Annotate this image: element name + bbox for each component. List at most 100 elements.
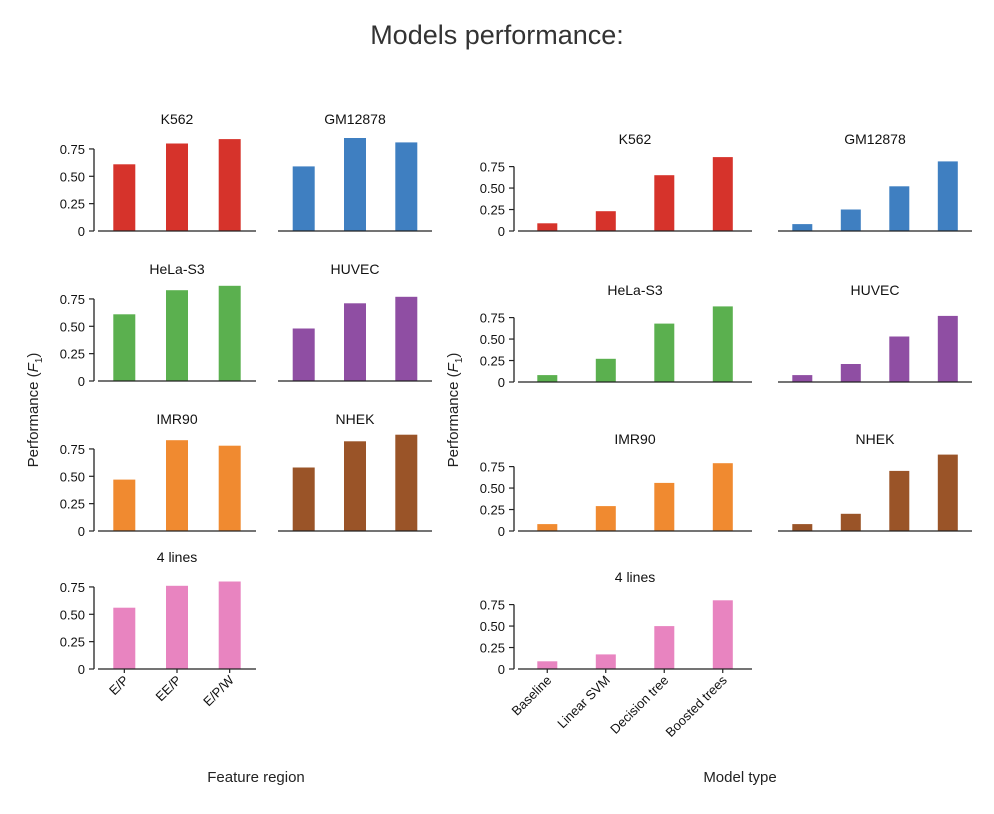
right-xlabel: Model type [703, 769, 776, 786]
ytick-label-right-hela-s3-1: 0.25 [480, 354, 505, 369]
xtick-label-left-4-lines-ee-p: EE/P [153, 673, 185, 705]
panels-group: K562 0 0.25 0.50 0.75 GM12878 HeLa-S3 0 0.25 0.50… [60, 111, 972, 740]
panel-right-4-lines: 4 lines 0 0.25 0.50 0.75 Baseline Linear SVMDe… [480, 569, 752, 740]
bar-right-hela-s3-decision-tree [654, 323, 675, 382]
panel-title-left-imr90: IMR90 [156, 411, 197, 427]
panel-title-right-gm12878: GM12878 [844, 131, 906, 147]
bar-right-hela-s3-linear-svm [595, 358, 616, 382]
bar-right-gm12878-decision-tree [889, 186, 910, 231]
bar-left-gm12878-ee-p [344, 138, 366, 231]
bar-right-gm12878-linear-svm [840, 209, 861, 231]
panel-left-imr90: IMR90 0 0.25 0.50 0.75 [60, 411, 256, 539]
bar-left-huvec-e-p-w [395, 296, 418, 381]
ytick-label-left-imr90-0: 0 [78, 524, 85, 539]
ytick-label-left-imr90-2: 0.50 [60, 469, 85, 484]
right-ylabel-sub: 1 [454, 357, 465, 363]
bar-right-hela-s3-baseline [537, 375, 558, 382]
bar-right-huvec-linear-svm [840, 364, 861, 382]
ytick-label-right-k562-2: 0.50 [480, 181, 505, 196]
ytick-label-right-hela-s3-0: 0 [498, 375, 505, 390]
bar-right-k562-boosted-trees [712, 157, 733, 231]
bar-left-imr90-e-p [113, 479, 136, 531]
ytick-label-left-4-lines-2: 0.50 [60, 607, 85, 622]
panel-title-right-huvec: HUVEC [850, 282, 899, 298]
ytick-label-left-k562-1: 0.25 [60, 197, 85, 212]
panel-right-k562: K562 0 0.25 0.50 0.75 [480, 131, 752, 239]
ytick-label-left-k562-3: 0.75 [60, 142, 85, 157]
bar-right-k562-linear-svm [595, 211, 616, 231]
panel-right-huvec: HUVEC [778, 282, 972, 383]
panel-right-gm12878: GM12878 [778, 131, 972, 232]
ytick-label-left-hela-s3-0: 0 [78, 374, 85, 389]
panel-title-right-4-lines: 4 lines [615, 569, 655, 585]
ytick-label-right-k562-0: 0 [498, 224, 505, 239]
bar-left-imr90-ee-p [166, 440, 188, 531]
bar-left-4-lines-e-p [113, 607, 136, 669]
bar-right-nhek-decision-tree [889, 470, 910, 531]
bar-right-imr90-decision-tree [654, 482, 675, 531]
panel-left-gm12878: GM12878 [278, 111, 432, 232]
bar-left-hela-s3-ee-p [166, 290, 188, 381]
bar-left-huvec-e-p [292, 328, 315, 381]
ytick-label-left-4-lines-1: 0.25 [60, 635, 85, 650]
panel-left-4-lines: 4 lines 0 0.25 0.50 0.75 E/P EE/P E/P/W [60, 549, 256, 709]
bar-left-gm12878-e-p [292, 166, 315, 231]
bar-right-4-lines-decision-tree [654, 626, 675, 669]
bar-right-huvec-decision-tree [889, 336, 910, 382]
bar-right-nhek-boosted-trees [937, 454, 958, 531]
page-title: Models performance: [370, 20, 624, 50]
ytick-label-left-imr90-3: 0.75 [60, 442, 85, 457]
ytick-label-left-k562-0: 0 [78, 224, 85, 239]
left-xlabel: Feature region [207, 769, 305, 786]
bar-right-k562-decision-tree [654, 175, 675, 231]
xtick-label-right-4-lines-boosted-trees: Boosted trees [663, 672, 731, 740]
bar-right-imr90-boosted-trees [712, 463, 733, 531]
bar-left-imr90-e-p-w [218, 445, 241, 531]
bar-left-huvec-ee-p [344, 303, 366, 381]
panel-title-right-imr90: IMR90 [614, 431, 655, 447]
bar-right-4-lines-baseline [537, 661, 558, 669]
bar-left-4-lines-e-p-w [218, 581, 241, 669]
ytick-label-left-hela-s3-3: 0.75 [60, 292, 85, 307]
bar-left-hela-s3-e-p [113, 314, 136, 381]
left-ylabel-sub: 1 [34, 357, 45, 363]
bar-right-4-lines-linear-svm [595, 654, 616, 669]
ytick-label-right-4-lines-0: 0 [498, 662, 505, 677]
left-ylabel-prefix: Performance ( [25, 372, 42, 467]
bar-left-nhek-e-p-w [395, 434, 418, 531]
ytick-label-right-k562-3: 0.75 [480, 160, 505, 175]
panel-right-hela-s3: HeLa-S3 0 0.25 0.50 0.75 [480, 282, 752, 390]
bar-left-k562-ee-p [166, 143, 188, 231]
panel-title-left-hela-s3: HeLa-S3 [149, 261, 204, 277]
panel-right-imr90: IMR90 0 0.25 0.50 0.75 [480, 431, 752, 539]
panel-title-left-gm12878: GM12878 [324, 111, 386, 127]
bar-left-k562-e-p-w [218, 139, 241, 231]
panel-title-right-hela-s3: HeLa-S3 [607, 282, 662, 298]
panel-title-right-k562: K562 [619, 131, 652, 147]
right-ylabel-suffix: ) [445, 353, 462, 358]
panel-left-nhek: NHEK [278, 411, 432, 532]
ytick-label-left-imr90-1: 0.25 [60, 497, 85, 512]
bar-right-gm12878-baseline [792, 224, 813, 231]
ytick-label-right-imr90-0: 0 [498, 524, 505, 539]
ytick-label-left-4-lines-3: 0.75 [60, 580, 85, 595]
bar-right-nhek-baseline [792, 524, 813, 531]
right-ylabel-var: F [445, 362, 462, 372]
panel-title-left-huvec: HUVEC [330, 261, 379, 277]
bar-right-4-lines-boosted-trees [712, 600, 733, 669]
bar-right-imr90-baseline [537, 524, 558, 531]
bar-left-gm12878-e-p-w [395, 142, 418, 231]
ytick-label-right-k562-1: 0.25 [480, 203, 505, 218]
bar-left-k562-e-p [113, 164, 136, 231]
xtick-label-right-4-lines-baseline: Baseline [508, 673, 554, 719]
bar-right-gm12878-boosted-trees [937, 161, 958, 231]
bar-left-nhek-e-p [292, 467, 315, 531]
xtick-label-left-4-lines-e-p-w: E/P/W [200, 672, 237, 709]
bar-right-huvec-boosted-trees [937, 315, 958, 382]
bar-left-nhek-ee-p [344, 441, 366, 531]
panel-left-hela-s3: HeLa-S3 0 0.25 0.50 0.75 [60, 261, 256, 389]
ytick-label-right-hela-s3-2: 0.50 [480, 332, 505, 347]
panel-title-right-nhek: NHEK [856, 431, 896, 447]
ytick-label-right-4-lines-3: 0.75 [480, 598, 505, 613]
ytick-label-left-4-lines-0: 0 [78, 662, 85, 677]
